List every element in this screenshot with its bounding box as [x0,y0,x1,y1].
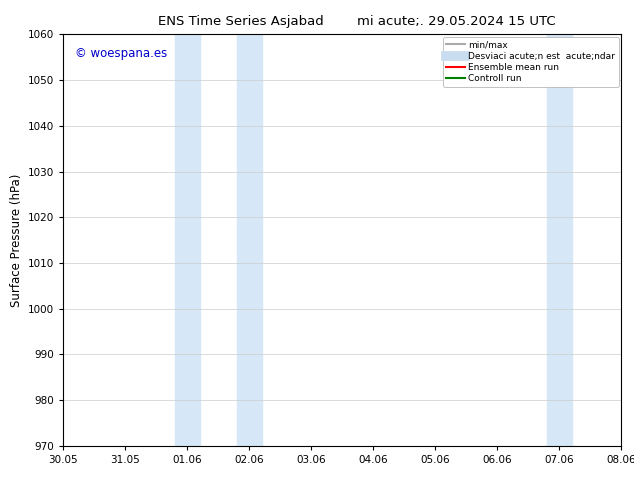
Legend: min/max, Desviaci acute;n est  acute;ndar, Ensemble mean run, Controll run: min/max, Desviaci acute;n est acute;ndar… [443,37,619,87]
Bar [547,34,572,446]
Y-axis label: Surface Pressure (hPa): Surface Pressure (hPa) [10,173,23,307]
Bar [175,34,200,446]
Text: ENS Time Series Asjabad: ENS Time Series Asjabad [158,15,324,28]
Text: © woespana.es: © woespana.es [75,47,167,60]
Bar [237,34,262,446]
Text: mi acute;. 29.05.2024 15 UTC: mi acute;. 29.05.2024 15 UTC [357,15,556,28]
